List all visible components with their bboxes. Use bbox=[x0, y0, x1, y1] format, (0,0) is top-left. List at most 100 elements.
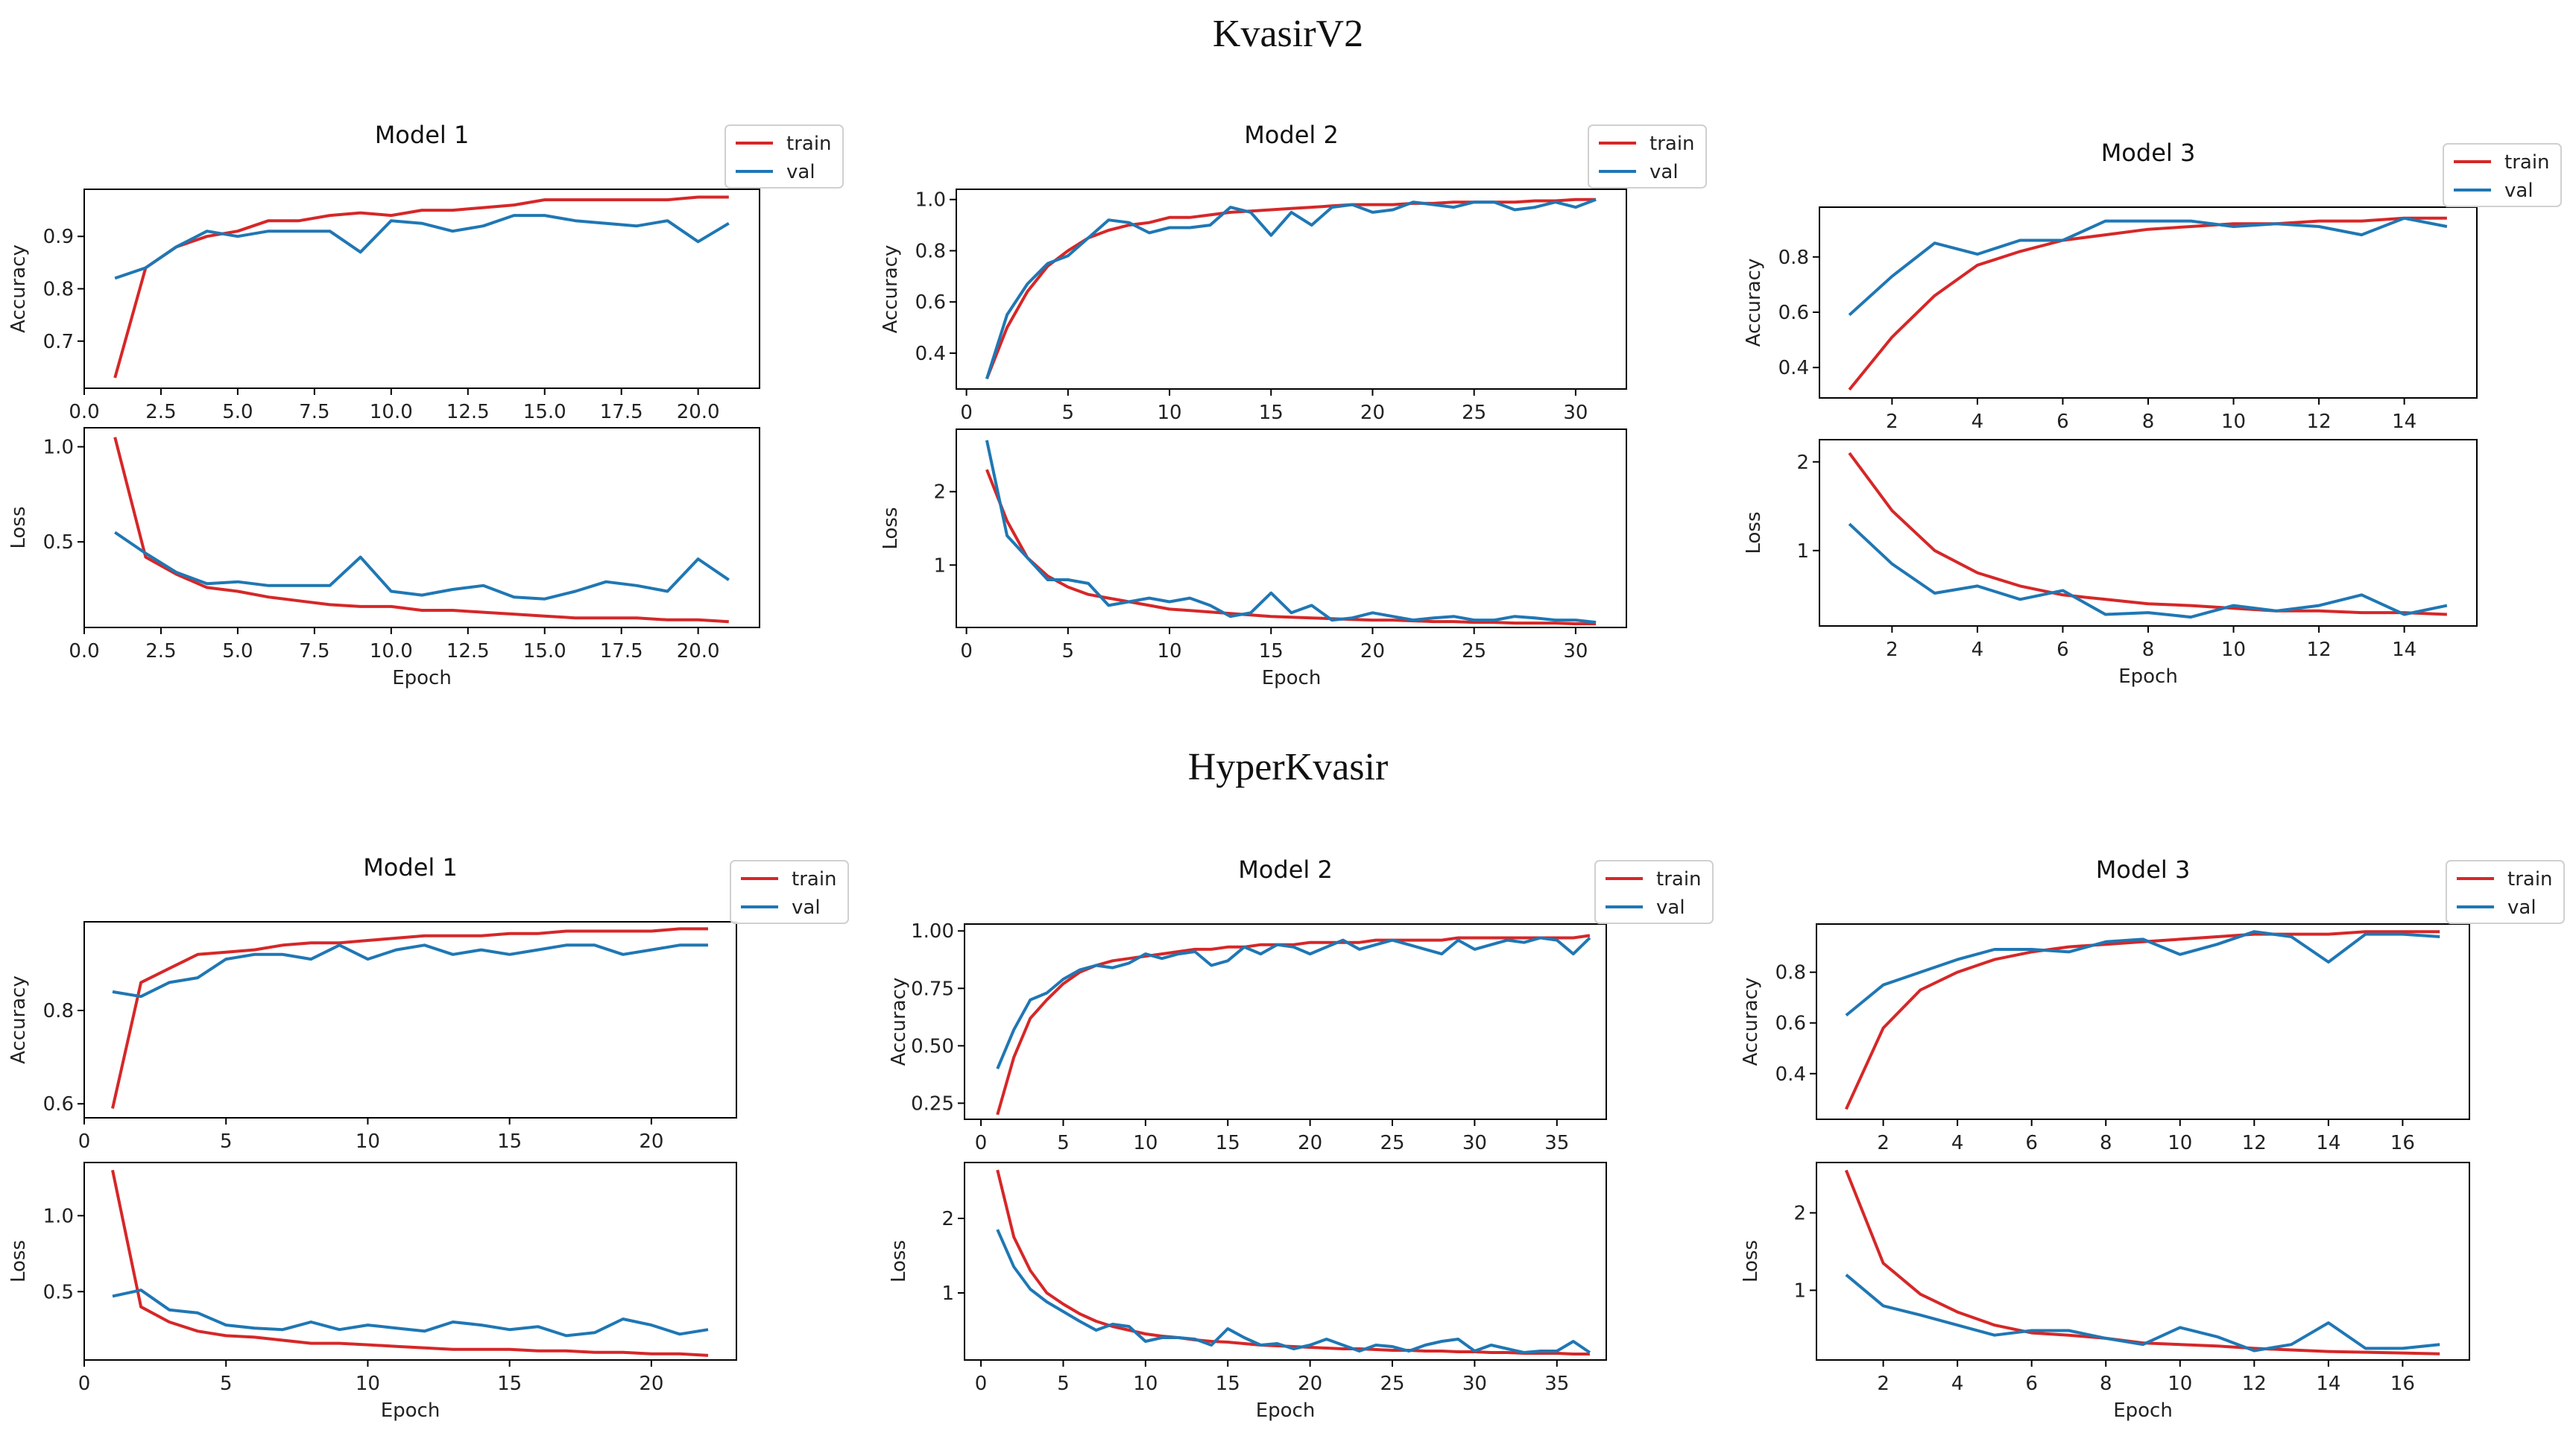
y-tick-label: 0.8 bbox=[43, 1000, 74, 1022]
x-axis-label: Epoch bbox=[2118, 665, 2178, 688]
series-line-val-hyperkvasir-model-1-loss bbox=[112, 1288, 709, 1338]
series-line-train-kvasirv2-model-1-loss bbox=[113, 437, 729, 624]
y-axis-label: Accuracy bbox=[7, 244, 30, 333]
y-axis-label: Loss bbox=[888, 1240, 910, 1282]
x-tick-label: 16 bbox=[2390, 1373, 2415, 1395]
x-tick-label: 10 bbox=[2168, 1373, 2192, 1395]
y-tick-label: 1.0 bbox=[43, 1205, 74, 1227]
y-tick-label: 0.6 bbox=[43, 1093, 74, 1116]
series-line-train-hyperkvasir-model-1-accuracy bbox=[111, 927, 708, 1109]
x-tick-label: 2 bbox=[1877, 1132, 1890, 1154]
series-line-train-hyperkvasir-model-2-loss bbox=[996, 1169, 1590, 1356]
axes-frame bbox=[1819, 206, 2478, 399]
panel-title: Model 3 bbox=[2096, 855, 2191, 884]
series-line-train-hyperkvasir-model-2-accuracy bbox=[996, 934, 1591, 1116]
x-tick-label: 2 bbox=[1877, 1373, 1890, 1395]
y-axis-label: Loss bbox=[880, 507, 902, 549]
x-tick-label: 14 bbox=[2392, 411, 2416, 433]
legend-label-train: train bbox=[2504, 151, 2550, 174]
axes-frame bbox=[83, 1162, 737, 1361]
x-tick-label: 8 bbox=[2100, 1132, 2112, 1154]
y-tick-label: 2 bbox=[1796, 452, 1809, 474]
y-tick-label: 1 bbox=[1796, 540, 1809, 563]
y-tick-label: 0.5 bbox=[43, 1281, 74, 1303]
series-line-train-hyperkvasir-model-3-loss bbox=[1844, 1169, 2440, 1356]
y-tick-label: 0.7 bbox=[43, 331, 74, 353]
x-tick-label: 15 bbox=[1259, 402, 1284, 424]
y-tick-label: 2 bbox=[1793, 1203, 1806, 1225]
x-tick-label: 12 bbox=[2242, 1132, 2267, 1154]
axes-frame bbox=[956, 189, 1627, 390]
axes-frame bbox=[1816, 923, 2470, 1120]
x-tick-label: 7.5 bbox=[299, 640, 329, 662]
x-tick-label: 6 bbox=[2056, 639, 2069, 661]
series-line-val-kvasirv2-model-1-loss bbox=[114, 531, 730, 601]
axes-frame bbox=[956, 428, 1627, 628]
x-tick-label: 4 bbox=[1951, 1373, 1964, 1395]
legend-label-val: val bbox=[1656, 896, 1685, 919]
x-tick-label: 6 bbox=[2025, 1373, 2038, 1395]
series-line-val-hyperkvasir-model-1-accuracy bbox=[112, 943, 708, 999]
x-tick-label: 15 bbox=[1216, 1132, 1240, 1154]
panel-title: Model 1 bbox=[363, 853, 458, 882]
x-tick-label: 10 bbox=[2168, 1132, 2192, 1154]
series-line-train-kvasirv2-model-3-accuracy bbox=[1848, 216, 2447, 391]
panel-title: Model 3 bbox=[2101, 139, 2196, 167]
panel-title: Model 2 bbox=[1244, 121, 1339, 149]
series-line-val-hyperkvasir-model-2-accuracy bbox=[996, 936, 1591, 1069]
x-tick-label: 12.5 bbox=[446, 401, 490, 423]
series-line-train-kvasirv2-model-1-accuracy bbox=[113, 195, 729, 379]
x-tick-label: 2 bbox=[1886, 411, 1898, 433]
series-line-train-kvasirv2-model-2-loss bbox=[985, 469, 1597, 626]
x-tick-label: 0 bbox=[975, 1373, 988, 1395]
panel-title: Model 1 bbox=[375, 121, 470, 149]
y-axis-label: Loss bbox=[1740, 1240, 1762, 1282]
x-tick-label: 0.0 bbox=[69, 401, 99, 423]
x-tick-label: 10 bbox=[356, 1373, 380, 1395]
x-tick-label: 8 bbox=[2142, 639, 2155, 661]
x-tick-label: 12 bbox=[2307, 639, 2332, 661]
x-tick-label: 17.5 bbox=[600, 640, 643, 662]
legend-label-val: val bbox=[2504, 180, 2534, 202]
x-tick-label: 5 bbox=[1062, 402, 1075, 424]
x-tick-label: 20.0 bbox=[677, 640, 720, 662]
x-tick-label: 8 bbox=[2142, 411, 2155, 433]
x-tick-label: 30 bbox=[1563, 640, 1588, 662]
y-axis-label: Accuracy bbox=[880, 245, 902, 334]
axes-frame bbox=[83, 189, 760, 389]
x-tick-label: 8 bbox=[2100, 1373, 2112, 1395]
x-tick-label: 20 bbox=[1360, 402, 1385, 424]
y-tick-label: 0.75 bbox=[911, 978, 954, 1000]
x-tick-label: 10 bbox=[1133, 1373, 1158, 1395]
x-tick-label: 14 bbox=[2316, 1132, 2340, 1154]
x-tick-label: 15 bbox=[497, 1373, 522, 1395]
y-tick-label: 2 bbox=[941, 1208, 954, 1230]
x-axis-label: Epoch bbox=[1262, 667, 1322, 689]
series-line-val-kvasirv2-model-3-loss bbox=[1848, 522, 2448, 619]
y-tick-label: 1 bbox=[1793, 1280, 1806, 1302]
x-tick-label: 5 bbox=[1057, 1132, 1070, 1154]
x-tick-label: 20 bbox=[639, 1130, 663, 1153]
x-tick-label: 25 bbox=[1380, 1373, 1404, 1395]
y-tick-label: 1 bbox=[933, 554, 946, 577]
legend-label-val: val bbox=[792, 896, 821, 919]
x-tick-label: 30 bbox=[1462, 1132, 1487, 1154]
y-tick-label: 1.0 bbox=[915, 189, 946, 212]
y-tick-label: 0.50 bbox=[911, 1035, 954, 1057]
y-axis-label: Accuracy bbox=[1740, 978, 1762, 1066]
x-tick-label: 15 bbox=[497, 1130, 522, 1153]
x-tick-label: 12 bbox=[2242, 1373, 2267, 1395]
panel-title: Model 2 bbox=[1238, 855, 1333, 884]
x-tick-label: 4 bbox=[1972, 639, 1984, 661]
series-line-val-kvasirv2-model-3-accuracy bbox=[1848, 216, 2448, 317]
y-tick-label: 0.8 bbox=[43, 279, 74, 301]
legend-label-val: val bbox=[2507, 896, 2536, 919]
x-tick-label: 5.0 bbox=[222, 640, 253, 662]
x-tick-label: 30 bbox=[1563, 402, 1588, 424]
x-tick-label: 10 bbox=[1157, 640, 1181, 662]
legend-label-val: val bbox=[1650, 161, 1679, 183]
x-axis-label: Epoch bbox=[1256, 1399, 1316, 1422]
y-tick-label: 0.6 bbox=[1778, 302, 1809, 324]
y-tick-label: 0.8 bbox=[915, 240, 946, 262]
